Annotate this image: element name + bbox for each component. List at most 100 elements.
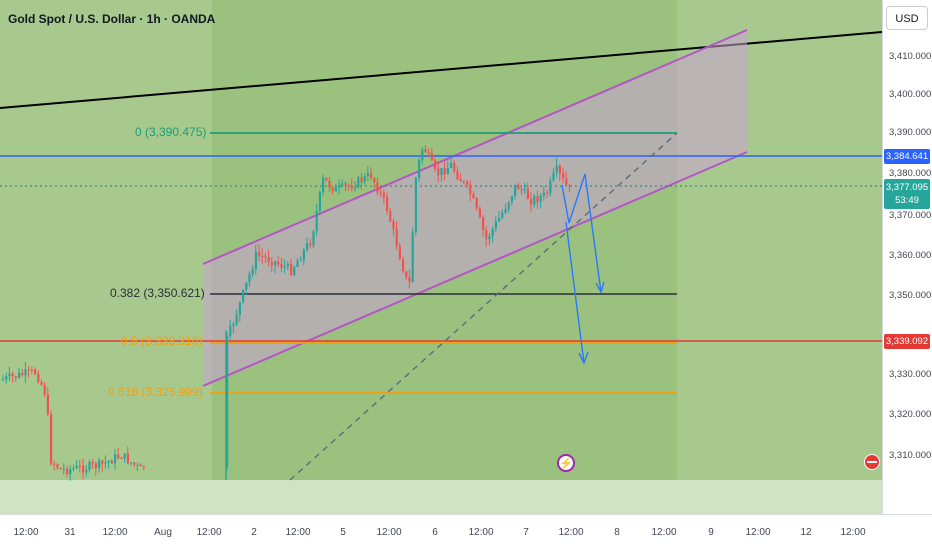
candle-body (357, 177, 360, 188)
candle-body (302, 249, 305, 261)
candle-body (414, 177, 417, 232)
candle-body (389, 211, 392, 222)
candle-body (331, 187, 334, 192)
candle-body (66, 468, 69, 474)
candle-body (30, 369, 33, 371)
candle-body (309, 243, 312, 246)
candle-body (338, 185, 341, 188)
candle-body (475, 198, 478, 209)
time-tick: Aug (154, 527, 172, 538)
candle-body (267, 257, 270, 263)
candle-body (398, 246, 401, 260)
candle-body (142, 466, 145, 468)
candle-body (552, 172, 555, 181)
candle-body (85, 469, 88, 473)
candle-body (46, 394, 49, 415)
time-axis[interactable]: 12:00 31 12:00 Aug 12:00 2 12:00 5 12:00… (0, 514, 932, 551)
candle-body (472, 194, 475, 199)
lightning-bolt-icon[interactable]: ⚡ (557, 454, 575, 472)
candle-body (27, 369, 30, 371)
currency-button[interactable]: USD (886, 6, 928, 30)
time-tick: 12:00 (840, 527, 866, 538)
price-tick: 3,370.000 (889, 210, 932, 221)
channel-upper-line[interactable] (202, 29, 748, 265)
candle-body (5, 376, 8, 380)
candle-body (514, 184, 517, 196)
candle-body (270, 262, 273, 266)
chart-pane[interactable]: Gold Spot / U.S. Dollar · 1h · OANDA 0 (… (0, 0, 882, 514)
candle-body (120, 458, 123, 460)
fib-trend-dashed[interactable] (289, 132, 678, 481)
candle-body (130, 462, 133, 464)
time-tick: 12:00 (102, 527, 128, 538)
price-tick: 3,380.000 (889, 168, 932, 179)
candle-body (40, 381, 43, 385)
candle-body (558, 165, 561, 174)
candle-body (82, 465, 85, 473)
candle-body (354, 187, 357, 189)
candle-body (296, 260, 299, 267)
candle-body (283, 266, 286, 268)
current-price-value: 3,377.095 (885, 182, 929, 193)
candle-body (126, 453, 129, 464)
us-flag-icon[interactable] (864, 454, 880, 470)
time-tick: 9 (708, 527, 714, 538)
candle-body (53, 463, 56, 465)
price-tick: 3,320.000 (889, 409, 932, 420)
projection-arrows[interactable] (561, 173, 605, 365)
candle-body (347, 185, 350, 187)
candle-body (280, 264, 283, 268)
price-tick: 3,390.000 (889, 127, 932, 138)
symbol-title[interactable]: Gold Spot / U.S. Dollar · 1h · OANDA (8, 12, 216, 26)
rising-channel[interactable] (203, 30, 747, 386)
bar-countdown: 53:49 (895, 195, 919, 206)
resistance-price-tag: 3,384.641 (884, 149, 930, 164)
candle-body (299, 260, 302, 262)
time-tick: 12:00 (651, 527, 677, 538)
candle-body (382, 192, 385, 197)
candle-body (392, 221, 395, 229)
time-tick: 2 (251, 527, 257, 538)
candle-body (328, 180, 331, 188)
candle-body (485, 230, 488, 240)
candle-body (555, 165, 558, 173)
candle-body (104, 462, 107, 464)
candle-body (56, 464, 59, 468)
fib-label-05: 0.5 (3,338.310) (121, 334, 203, 348)
time-tick: 6 (432, 527, 438, 538)
chart-canvas[interactable] (0, 0, 882, 514)
candle-body (427, 152, 430, 154)
candle-body (507, 202, 510, 210)
candle-body (443, 168, 446, 175)
price-tick: 3,310.000 (889, 450, 932, 461)
candle-body (133, 462, 136, 465)
candle-body (494, 221, 497, 229)
candle-body (504, 209, 507, 213)
candle-body (478, 208, 481, 218)
candle-body (261, 255, 264, 257)
candle-body (94, 463, 97, 469)
candle-body (360, 177, 363, 183)
candle-body (117, 454, 120, 459)
candle-body (274, 261, 277, 266)
channel-lower-line[interactable] (202, 151, 748, 387)
candle-body (322, 177, 325, 192)
candle-body (69, 469, 72, 474)
candle-body (34, 369, 37, 374)
candle-body (114, 454, 117, 464)
projection-path-b (565, 221, 585, 364)
candle-body (229, 325, 232, 337)
candle-body (235, 314, 238, 325)
current-price-tag: 3,377.095 53:49 (884, 179, 930, 209)
candle-body (446, 167, 449, 175)
candle-body (466, 181, 469, 185)
volume-strip (0, 480, 882, 514)
fib-label-0382: 0.382 (3,350.621) (110, 286, 205, 300)
time-tick: 12:00 (558, 527, 584, 538)
candle-body (520, 189, 523, 191)
candle-body (18, 372, 21, 378)
candle-body (386, 196, 389, 212)
candle-body (379, 192, 382, 194)
price-axis[interactable] (882, 0, 932, 514)
